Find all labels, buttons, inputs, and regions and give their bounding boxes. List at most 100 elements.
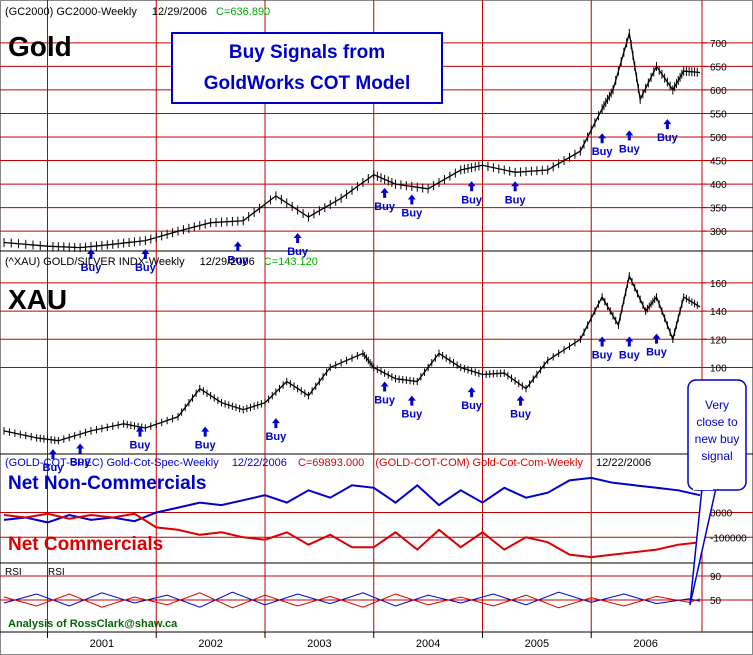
x-tick-label-2003: 2003 (307, 638, 331, 650)
gold-buy-label: Buy (505, 194, 527, 206)
callout-box (687, 379, 747, 491)
gold-buy-signals: Buy Buy Buy Buy Buy Buy Buy Buy Buy Buy Buy (81, 119, 679, 274)
xau-tick-label-160: 160 (710, 279, 727, 290)
xau-buy-label: Buy (70, 457, 92, 469)
gold-tick-label-350: 350 (710, 204, 727, 215)
xau-buy-label: Buy (265, 431, 287, 443)
gold-buy-arrow (87, 249, 95, 260)
callout-line-4: signal (701, 449, 732, 463)
gold-header: (GC2000) GC2000-Weekly 12/29/2006 C=636.… (5, 6, 270, 18)
xau-buy-arrow (652, 333, 661, 344)
rsi-tick-label-50: 50 (710, 596, 722, 607)
callout-line-3: new buy (695, 432, 740, 446)
xau-buy-signals: Buy Buy Buy Buy Buy Buy Buy Buy Buy Buy Buy Buy (43, 333, 668, 474)
xau-buy-label: Buy (195, 440, 217, 452)
gold-tick-label-600: 600 (710, 86, 727, 97)
cot-panel: (GOLD-COT-SPEC) Gold-Cot-Spec-Weekly 12/… (3, 457, 701, 559)
gold-tick-label-400: 400 (710, 180, 727, 191)
gold-buy-label: Buy (592, 146, 614, 158)
gold-tick-label-450: 450 (710, 157, 727, 168)
gold-buy-arrow (233, 241, 242, 252)
callout: Very close to new buy signal (687, 379, 747, 606)
rsi-line-1 (3, 592, 701, 609)
signal-box (171, 32, 443, 104)
rsi-panel: RSI RSI Analysis of RossClark@shaw.ca (3, 567, 701, 630)
xau-buy-arrow (598, 336, 607, 347)
axis-ticks: 700 650 600 550 500 450 400 350 300 160 140 120 100 0… (702, 39, 747, 607)
gold-buy-label: Buy (657, 132, 679, 144)
xau-buy-label: Buy (401, 409, 423, 421)
gold-buy-label: Buy (461, 194, 483, 206)
cot-tick-label--100000: -100000 (710, 533, 747, 544)
credit-text: Analysis of RossClark@shaw.ca (8, 618, 178, 630)
gold-big-label: Gold (8, 31, 72, 62)
x-tick-label-2004: 2004 (416, 638, 440, 650)
xau-buy-arrow (135, 426, 144, 437)
signal-box-line1: Buy Signals from (229, 42, 385, 63)
rsi-series (3, 591, 701, 609)
xau-buy-label: Buy (619, 349, 641, 361)
gold-buy-label: Buy (401, 207, 423, 219)
xau-tick-label-140: 140 (710, 307, 727, 318)
rsi-line-0 (3, 591, 701, 608)
gold-tick-label-650: 650 (710, 62, 727, 73)
cot-line-1 (3, 512, 701, 559)
gold-buy-arrow (467, 181, 476, 192)
gold-buy-arrow (380, 187, 389, 198)
gold-tick-label-550: 550 (710, 109, 727, 120)
cot-series (3, 476, 701, 559)
xau-buy-arrow (516, 395, 525, 406)
xau-buy-arrow (380, 381, 389, 392)
xau-buy-arrow (48, 449, 57, 460)
xau-price-series (3, 272, 701, 445)
gold-panel: (GC2000) GC2000-Weekly 12/29/2006 C=636.… (3, 6, 701, 274)
gold-buy-arrow (511, 181, 520, 192)
rsi-tick-label-90: 90 (710, 572, 722, 583)
callout-line-2: close to (696, 415, 738, 429)
gold-buy-label: Buy (81, 262, 103, 274)
gold-buy-label: Buy (227, 255, 249, 267)
gold-buy-label: Buy (287, 246, 309, 258)
gold-tick-label-700: 700 (710, 39, 727, 50)
rsi-label-2: RSI (48, 567, 65, 578)
x-axis-labels: 2001 2002 2003 2004 2005 2006 (47, 632, 658, 650)
xau-buy-arrow (76, 443, 85, 454)
gold-buy-label: Buy (619, 143, 641, 155)
gold-buy-arrow (141, 249, 150, 260)
signal-box-line2: GoldWorks COT Model (204, 73, 411, 94)
gold-tick-label-300: 300 (710, 227, 727, 238)
gold-buy-arrow (663, 119, 672, 130)
callout-line-1: Very (705, 398, 729, 412)
x-tick-label-2002: 2002 (198, 638, 222, 650)
gold-price-series (3, 28, 701, 253)
xau-big-label: XAU (8, 284, 67, 315)
xau-buy-arrow (407, 395, 416, 406)
gold-tick-label-500: 500 (710, 133, 727, 144)
xau-buy-arrow (467, 387, 476, 398)
cot-line-0 (3, 476, 701, 524)
x-tick-label-2006: 2006 (633, 638, 657, 650)
xau-buy-label: Buy (43, 462, 65, 474)
x-tick-label-2001: 2001 (90, 638, 114, 650)
cot-tick-label-0000: 0000 (710, 509, 733, 520)
gold-buy-label: Buy (135, 262, 157, 274)
xau-tick-label-120: 120 (710, 335, 727, 346)
xau-buy-label: Buy (592, 349, 614, 361)
gold-buy-label: Buy (374, 201, 396, 213)
cot-header: (GOLD-COT-SPEC) Gold-Cot-Spec-Weekly 12/… (5, 457, 651, 469)
gold-buy-arrow (407, 194, 416, 205)
cot-com-label: Net Commercials (8, 534, 163, 555)
xau-buy-label: Buy (374, 395, 396, 407)
x-tick-label-2005: 2005 (525, 638, 549, 650)
cot-spec-label: Net Non-Commercials (8, 473, 207, 494)
xau-buy-label: Buy (646, 347, 668, 359)
xau-buy-label: Buy (461, 400, 483, 412)
gold-buy-arrow (598, 133, 607, 144)
gold-buy-arrow (293, 233, 302, 244)
xau-tick-label-100: 100 (710, 363, 727, 374)
xau-buy-label: Buy (130, 440, 152, 452)
rsi-label-1: RSI (5, 567, 22, 578)
gold-buy-arrow (625, 130, 634, 141)
xau-buy-arrow (201, 426, 210, 437)
